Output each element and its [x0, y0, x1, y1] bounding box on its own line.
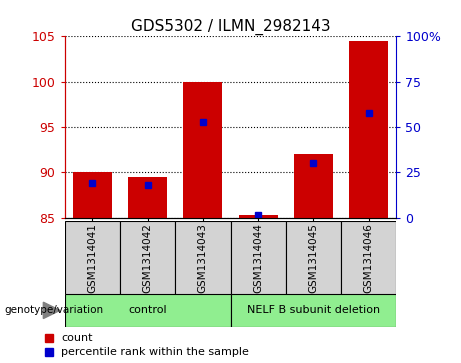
Text: NELF B subunit deletion: NELF B subunit deletion — [247, 305, 380, 315]
Text: genotype/variation: genotype/variation — [5, 305, 104, 315]
Polygon shape — [43, 302, 60, 319]
Bar — [128, 177, 167, 218]
Text: GSM1314043: GSM1314043 — [198, 223, 208, 293]
Text: GSM1314046: GSM1314046 — [364, 223, 374, 293]
Title: GDS5302 / ILMN_2982143: GDS5302 / ILMN_2982143 — [130, 19, 331, 35]
Bar — [239, 215, 278, 218]
Bar — [120, 221, 175, 294]
Text: count: count — [61, 333, 93, 343]
Text: GSM1314045: GSM1314045 — [308, 223, 319, 293]
Text: GSM1314041: GSM1314041 — [87, 223, 97, 293]
Text: control: control — [128, 305, 167, 315]
Text: percentile rank within the sample: percentile rank within the sample — [61, 347, 249, 357]
Bar — [65, 221, 120, 294]
Bar — [294, 154, 333, 218]
Bar — [175, 221, 230, 294]
Bar — [65, 294, 230, 327]
Text: GSM1314042: GSM1314042 — [142, 223, 153, 293]
Bar — [341, 221, 396, 294]
Bar — [73, 172, 112, 218]
Bar — [349, 41, 388, 218]
Bar — [183, 82, 222, 218]
Bar — [286, 221, 341, 294]
Text: GSM1314044: GSM1314044 — [253, 223, 263, 293]
Bar — [230, 294, 396, 327]
Bar — [230, 221, 286, 294]
